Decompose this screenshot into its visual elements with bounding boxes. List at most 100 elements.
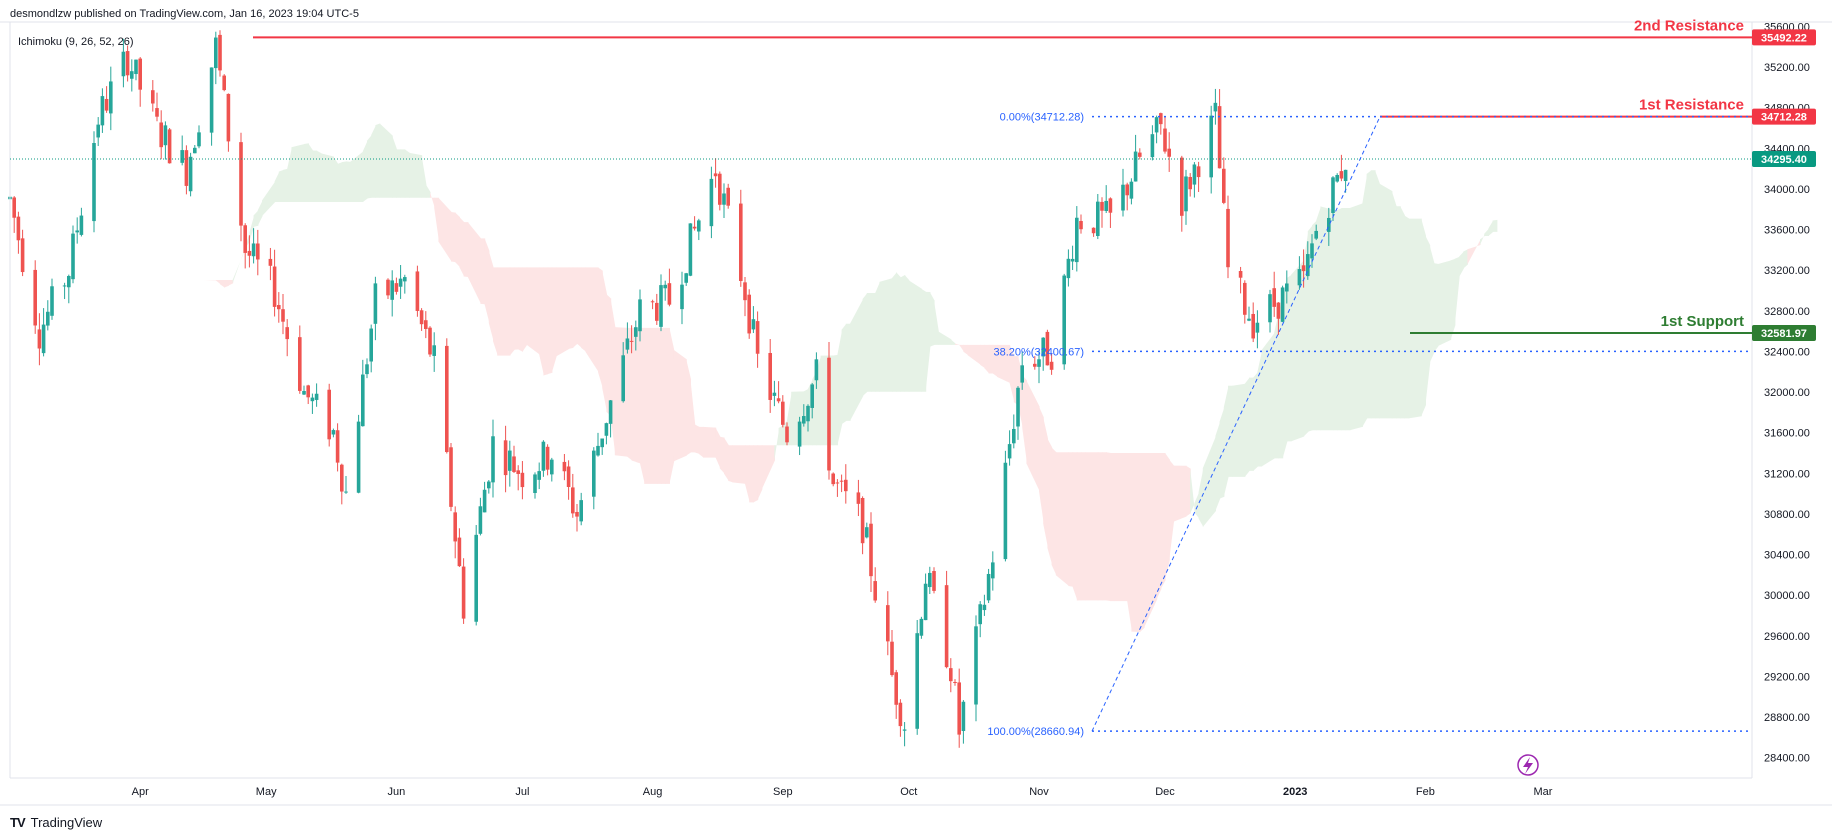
level-name-label: 1st Support (1661, 313, 1744, 330)
cloud-segment-bull (409, 152, 423, 198)
cloud-segment-bear (497, 267, 511, 356)
price-tick-label: 35200.00 (1764, 62, 1810, 74)
cloud-segment-bear (757, 445, 763, 500)
candle-bear (1049, 361, 1054, 370)
level-price-value: 34712.28 (1761, 112, 1807, 124)
candle-bear (1079, 220, 1083, 230)
cloud-segment-bull (249, 215, 255, 242)
candle-bull (974, 626, 978, 705)
candle-bear (1301, 265, 1306, 272)
cloud-segment-bear (665, 327, 670, 484)
cloud-segment-bear (640, 327, 645, 484)
time-tick-label: Mar (1534, 786, 1553, 798)
footer-brand: TV TradingView (10, 815, 102, 830)
cloud-segment-bear (988, 344, 994, 374)
cloud-segment-bear (1144, 452, 1158, 628)
cloud-segment-bull (845, 323, 851, 421)
time-tick-label: Dec (1155, 786, 1175, 798)
candle-bull (1209, 115, 1213, 178)
cloud-segment-bear (1165, 452, 1170, 581)
cloud-segment-bull (1421, 218, 1426, 417)
price-tick-label: 31600.00 (1764, 428, 1810, 440)
cloud-segment-bull (1307, 225, 1313, 432)
candle-bear (1100, 201, 1104, 211)
candle-bull (625, 338, 630, 350)
cloud-segment-bull (1480, 233, 1485, 246)
candle-bear (575, 511, 579, 517)
lightning-icon[interactable] (1517, 754, 1539, 776)
indicator-legend[interactable]: Ichimoku (9, 26, 52, 26) (18, 36, 134, 48)
candle-bull (592, 450, 596, 497)
cloud-segment-bear (551, 267, 557, 373)
candle-bear (667, 283, 672, 305)
cloud-segment-bull (862, 292, 868, 397)
cloud-segment-bear (1106, 452, 1111, 602)
candle-bear (1188, 176, 1192, 190)
cloud-segment-bull (396, 149, 402, 198)
candle-bear (785, 426, 789, 443)
candle-bull (1154, 117, 1159, 133)
cloud-segment-bear (669, 327, 675, 484)
cloud-segment-bull (161, 199, 166, 214)
cloud-segment-bull (850, 299, 864, 421)
cloud-segment-bear (1173, 465, 1187, 522)
cloud-segment-bull (1459, 251, 1464, 278)
cloud-segment-bear (543, 267, 549, 376)
candle-bear (755, 321, 760, 354)
price-axis[interactable]: 28400.00 28800.00 29200.00 29600.00 30000.00… (1764, 21, 1810, 764)
time-tick-label: Feb (1416, 786, 1435, 798)
cloud-segment-bull (274, 171, 280, 203)
cloud-segment-bull (908, 280, 922, 392)
price-tick-label: 31200.00 (1764, 468, 1810, 480)
candle-bear (167, 129, 172, 164)
cloud-segment-bear (585, 267, 599, 372)
cloud-segment-bull (232, 246, 246, 284)
candle-bear (1251, 313, 1255, 339)
cloud-segment-bull (346, 161, 351, 203)
level-price-tag (1752, 324, 1816, 341)
cloud-segment-bear (644, 327, 658, 484)
price-tick-label: 33200.00 (1764, 265, 1810, 277)
cloud-segment-bull (837, 329, 843, 446)
candle-bear (340, 464, 344, 492)
ichimoku-cloud (161, 123, 1498, 633)
cloud-segment-bull (1244, 377, 1250, 477)
candle-bull (986, 573, 991, 601)
cloud-segment-bull (1425, 235, 1431, 406)
cloud-segment-bear (1043, 417, 1048, 548)
cloud-segment-bear (749, 445, 754, 503)
time-tick-label: May (256, 786, 277, 798)
cloud-segment-bull (278, 169, 284, 203)
candle-bull (121, 51, 126, 77)
cloud-segment-bear (673, 349, 687, 462)
candle-bear (457, 537, 462, 567)
cloud-segment-bull (1194, 492, 1200, 519)
cloud-segment-bull (253, 210, 259, 227)
cloud-segment-bull (1484, 228, 1489, 237)
cloud-segment-bull (186, 264, 192, 281)
cloud-segment-bear (438, 197, 452, 262)
cloud-segment-bull (1228, 385, 1233, 477)
candle-bull (197, 132, 201, 147)
cloud-segment-bear (627, 327, 633, 461)
cloud-segment-bull (367, 135, 372, 199)
candle-bull (772, 392, 777, 396)
cloud-segment-bull (900, 274, 906, 392)
cloud-segment-bear (1156, 452, 1162, 600)
candle-bear (545, 446, 550, 470)
candle-bull (361, 374, 365, 427)
cloud-segment-bull (1253, 371, 1258, 471)
candle-bear (894, 672, 898, 705)
candle-bull (96, 124, 100, 138)
candle-bear (1033, 363, 1037, 367)
cloud-segment-bull (287, 147, 292, 203)
candle-bull (50, 286, 54, 316)
candle-bear (869, 523, 873, 577)
cloud-segment-bear (581, 267, 586, 352)
cloud-segment-bear (568, 267, 574, 349)
time-axis[interactable]: Apr May Jun Jul Aug Sep Oct Nov Dec 2023 Feb Mar (132, 786, 1553, 798)
candle-bull (369, 328, 373, 362)
overlays: 2nd Resistance 1st Resistance 1st Support 0… (0, 17, 1832, 806)
candle-bear (747, 294, 751, 334)
